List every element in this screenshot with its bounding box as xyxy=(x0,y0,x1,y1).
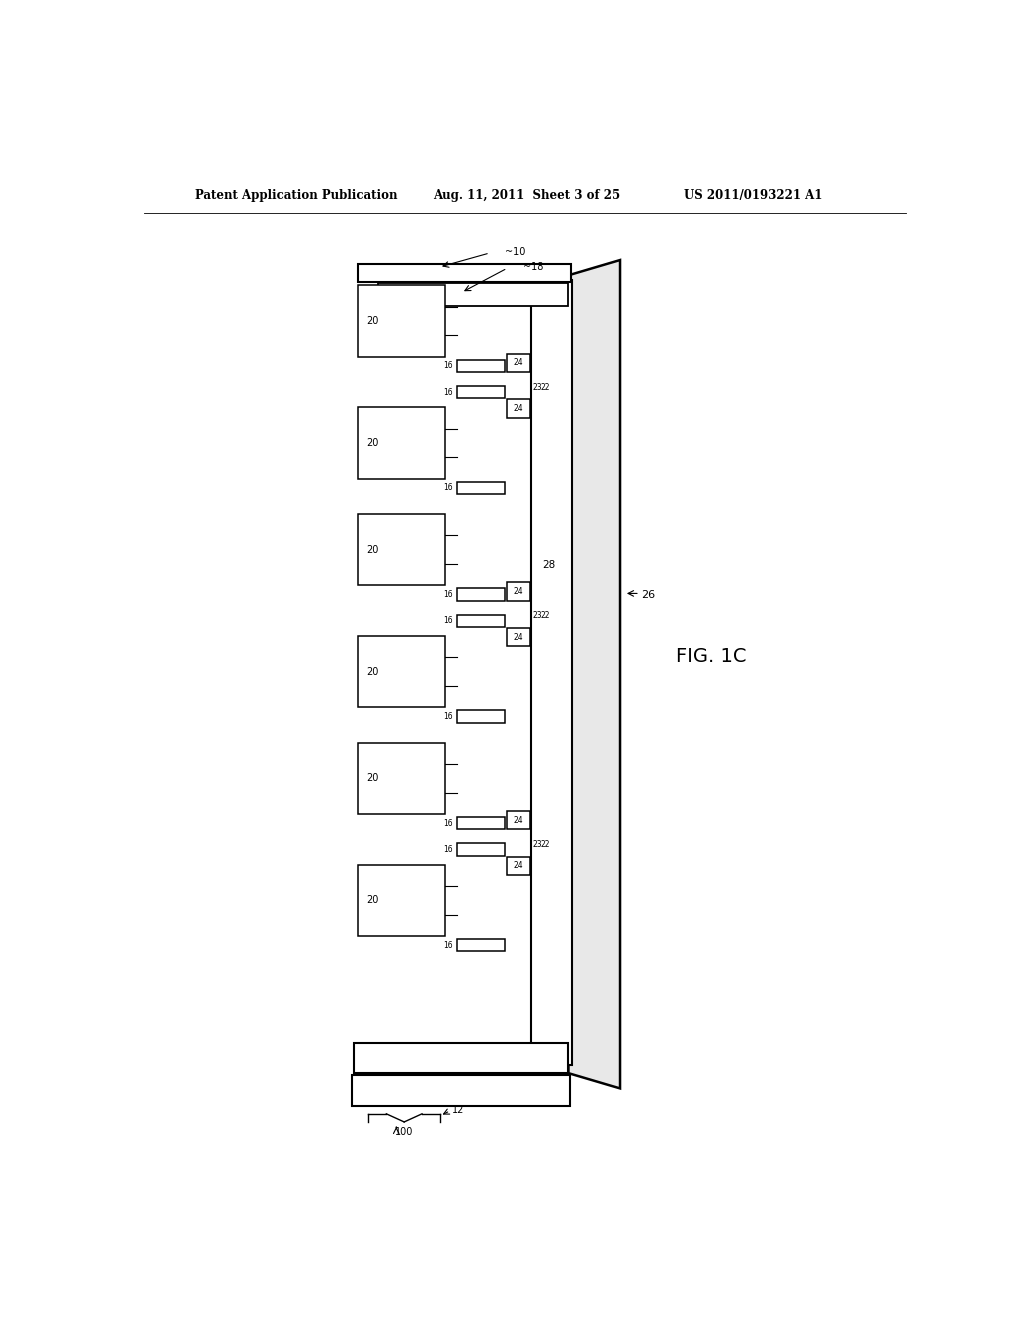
Bar xyxy=(507,582,529,601)
Bar xyxy=(358,865,445,936)
Text: 24: 24 xyxy=(514,587,523,595)
Text: 23: 23 xyxy=(532,611,543,620)
Text: 23: 23 xyxy=(532,840,543,849)
Polygon shape xyxy=(568,260,620,1089)
Text: 24: 24 xyxy=(514,404,523,413)
Bar xyxy=(507,628,529,647)
Bar xyxy=(458,843,505,855)
Text: 22: 22 xyxy=(541,383,550,392)
Text: 24: 24 xyxy=(514,358,523,367)
Bar xyxy=(507,354,529,372)
Text: 24: 24 xyxy=(514,632,523,642)
Bar xyxy=(507,857,529,875)
Text: 20: 20 xyxy=(367,667,379,677)
Text: 16: 16 xyxy=(443,590,453,599)
Text: Aug. 11, 2011  Sheet 3 of 25: Aug. 11, 2011 Sheet 3 of 25 xyxy=(433,189,621,202)
Text: 23: 23 xyxy=(532,383,543,392)
Bar xyxy=(358,513,445,585)
Text: 20: 20 xyxy=(367,774,379,783)
Bar xyxy=(354,1043,568,1073)
Text: 26: 26 xyxy=(641,590,655,601)
Text: US 2011/0193221 A1: US 2011/0193221 A1 xyxy=(684,189,822,202)
Text: 16: 16 xyxy=(443,845,453,854)
Bar xyxy=(507,810,529,829)
Text: 20: 20 xyxy=(367,545,379,554)
Bar xyxy=(378,284,568,306)
Text: 100: 100 xyxy=(395,1127,414,1137)
Text: 24: 24 xyxy=(514,862,523,870)
Text: FIG. 1C: FIG. 1C xyxy=(676,647,746,665)
Bar xyxy=(458,359,505,372)
Text: 16: 16 xyxy=(443,818,453,828)
Text: ~18: ~18 xyxy=(522,263,543,272)
Text: 20: 20 xyxy=(367,315,379,326)
Text: 20: 20 xyxy=(367,438,379,447)
Text: 24: 24 xyxy=(514,816,523,825)
Bar xyxy=(458,615,505,627)
Bar xyxy=(458,817,505,829)
Text: 16: 16 xyxy=(443,362,453,370)
Text: 28: 28 xyxy=(542,560,555,570)
Bar xyxy=(507,399,529,417)
Text: ~10: ~10 xyxy=(505,247,525,257)
Text: 16: 16 xyxy=(443,616,453,626)
Text: 16: 16 xyxy=(443,388,453,397)
Bar xyxy=(358,743,445,814)
Bar xyxy=(358,285,445,356)
Text: 20: 20 xyxy=(367,895,379,906)
Bar xyxy=(458,939,505,952)
Bar xyxy=(358,408,445,479)
Bar xyxy=(458,710,505,722)
Text: 16: 16 xyxy=(443,711,453,721)
Bar xyxy=(458,482,505,494)
Bar xyxy=(358,264,570,282)
Text: 12: 12 xyxy=(452,1105,464,1115)
Bar xyxy=(352,1076,570,1106)
Bar xyxy=(531,280,572,1065)
Text: 22: 22 xyxy=(541,840,550,849)
Text: Patent Application Publication: Patent Application Publication xyxy=(196,189,398,202)
Bar xyxy=(458,385,505,399)
Bar xyxy=(358,636,445,708)
Text: 16: 16 xyxy=(443,483,453,492)
Text: 16: 16 xyxy=(443,941,453,949)
Text: 22: 22 xyxy=(541,611,550,620)
Bar xyxy=(458,589,505,601)
